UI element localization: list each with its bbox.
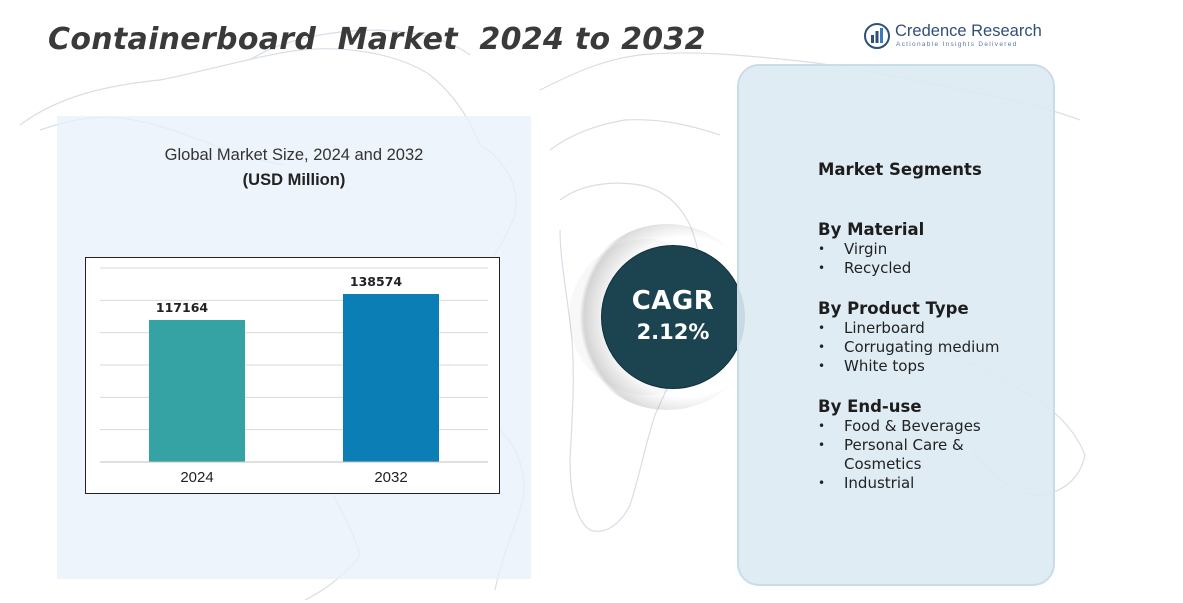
bullet-icon: • bbox=[818, 419, 826, 433]
bar-2032 bbox=[343, 293, 439, 462]
segment-item-label: Recycled bbox=[844, 259, 912, 277]
brand-logo[interactable]: Credence Research Actionable Insights De… bbox=[864, 22, 1064, 52]
x-tick-label-2032: 2032 bbox=[374, 469, 407, 486]
brand-name: Credence Research bbox=[895, 22, 1042, 40]
segments-title: Market Segments bbox=[818, 160, 982, 179]
segment-list: • Linerboard • Corrugating medium • White t… bbox=[818, 319, 1054, 376]
list-item: • Virgin bbox=[818, 240, 1054, 259]
bar-chart-plot: 117164 2024 138574 2032 bbox=[100, 267, 488, 486]
page-title: Containerboard Market 2024 to 2032 bbox=[48, 22, 706, 57]
bullet-icon: • bbox=[818, 321, 826, 335]
cagr-value: 2.12% bbox=[636, 320, 710, 344]
list-item: • Recycled bbox=[818, 259, 1054, 278]
segment-group-material: By Material • Virgin • Recycled bbox=[818, 219, 1054, 278]
segment-item-label: Industrial bbox=[844, 474, 915, 492]
chart-subtitle: Global Market Size, 2024 and 2032 bbox=[164, 146, 424, 164]
bullet-icon: • bbox=[818, 340, 826, 354]
segment-list: • Virgin • Recycled bbox=[818, 240, 1054, 278]
chart-units: (USD Million) bbox=[242, 171, 346, 189]
list-item: • Linerboard bbox=[818, 319, 1054, 338]
brand-tagline: Actionable Insights Delivered bbox=[896, 41, 1018, 48]
bullet-icon: • bbox=[818, 359, 826, 373]
bar-2024 bbox=[149, 319, 245, 462]
data-label-2024: 117164 bbox=[156, 300, 208, 315]
market-segments-panel bbox=[737, 64, 1055, 586]
list-item: • Personal Care & Cosmetics bbox=[818, 436, 1004, 474]
segment-item-label: White tops bbox=[844, 357, 925, 375]
cagr-badge bbox=[601, 245, 745, 389]
list-item: • Food & Beverages bbox=[818, 417, 1054, 436]
bar-chart-logo-icon bbox=[864, 23, 890, 49]
list-item: • Corrugating medium bbox=[818, 338, 1054, 357]
bar-chart: 117164 2024 138574 2032 bbox=[85, 257, 500, 494]
segment-heading: By Material bbox=[818, 220, 925, 239]
data-label-2032: 138574 bbox=[350, 274, 402, 289]
bullet-icon: • bbox=[818, 261, 826, 275]
segment-item-label: Personal Care & Cosmetics bbox=[844, 436, 964, 473]
bullet-icon: • bbox=[818, 438, 826, 452]
segment-list: • Food & Beverages • Personal Care & Cosme… bbox=[818, 417, 1054, 493]
cagr-label: CAGR bbox=[631, 286, 715, 316]
list-item: • Industrial bbox=[818, 474, 1054, 493]
bullet-icon: • bbox=[818, 476, 826, 490]
segment-item-label: Linerboard bbox=[844, 319, 925, 337]
segment-item-label: Food & Beverages bbox=[844, 417, 981, 435]
bullet-icon: • bbox=[818, 242, 826, 256]
segment-heading: By Product Type bbox=[818, 299, 969, 318]
segment-group-product-type: By Product Type • Linerboard • Corrugating… bbox=[818, 298, 1054, 376]
segment-group-end-use: By End-use • Food & Beverages • Personal C… bbox=[818, 396, 1054, 493]
x-tick-label-2024: 2024 bbox=[180, 469, 213, 486]
list-item: • White tops bbox=[818, 357, 1054, 376]
segment-item-label: Corrugating medium bbox=[844, 338, 1000, 356]
segment-item-label: Virgin bbox=[844, 240, 888, 258]
segment-heading: By End-use bbox=[818, 397, 922, 416]
